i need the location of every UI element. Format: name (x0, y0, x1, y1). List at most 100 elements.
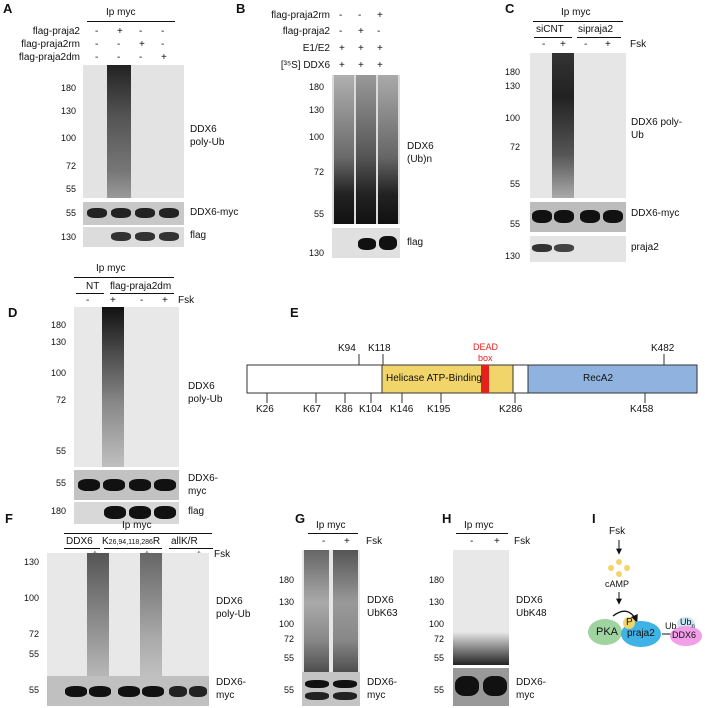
dead-box-label: DEAD (473, 342, 499, 352)
group-label: sipraja2 (578, 24, 614, 35)
band (483, 676, 507, 696)
sign: + (110, 295, 116, 306)
ubn-main: Ub (680, 617, 692, 627)
mw-marker: 100 (504, 113, 520, 123)
ub-label: Ub (665, 621, 677, 631)
sign: - (339, 10, 343, 21)
mw-marker: 180 (504, 67, 520, 77)
camp-dot (624, 565, 630, 571)
blot-flag (83, 227, 184, 247)
fsk-label: Fsk (366, 536, 383, 547)
blot-label: DDX6- (216, 677, 247, 688)
row-label: flag-praja2 (32, 26, 80, 37)
pka-label: PKA (596, 626, 619, 638)
mw-marker: 55 (55, 446, 66, 456)
mw-marker: 55 (55, 478, 66, 488)
pathway-diagram (588, 540, 702, 647)
band (333, 680, 357, 688)
blot-label: DDX6-myc (190, 207, 239, 218)
blot-ub (530, 53, 626, 198)
sign: - (117, 39, 121, 50)
blot-label: DDX6- (188, 473, 219, 484)
ip-bracket (308, 533, 358, 534)
dead-box-label: box (478, 353, 493, 363)
blot-myc (47, 676, 209, 706)
sign: - (140, 295, 144, 306)
group-label-main: K (102, 536, 109, 547)
band (87, 208, 107, 218)
mw-marker: 72 (283, 634, 294, 644)
mw-marker: 180 (308, 82, 324, 92)
band (455, 676, 479, 696)
ip-label: Ip myc (464, 520, 494, 531)
band (111, 232, 131, 241)
ip-label: Ip myc (122, 520, 152, 531)
sign: - (139, 52, 143, 63)
blot-label: DDX6 (407, 141, 434, 152)
sign: - (470, 536, 474, 547)
site-label: K86 (335, 404, 353, 415)
mw-marker: 55 (509, 179, 520, 189)
sign: + (358, 60, 364, 71)
row-label: E1/E2 (302, 43, 330, 54)
fsk-label: Fsk (214, 549, 231, 560)
mw-marker: 130 (60, 106, 76, 116)
panel-letter: C (505, 1, 515, 16)
site-label: K195 (427, 404, 451, 415)
ip-bracket (87, 21, 175, 22)
mw-marker: 55 (433, 685, 444, 695)
band (305, 680, 329, 688)
sign: + (161, 52, 167, 63)
sign: - (377, 26, 381, 37)
camp-dot (616, 559, 622, 565)
mw-marker: 130 (504, 81, 520, 91)
sign: - (161, 39, 165, 50)
band (580, 210, 600, 223)
blot-label: myc (367, 690, 386, 701)
band (111, 208, 131, 218)
blot-ub (83, 65, 184, 198)
sign: - (95, 52, 99, 63)
row-label: [³⁵S] DDX6 (280, 60, 330, 71)
smear-lane (552, 53, 574, 198)
blot-label: (Ub)n (407, 154, 433, 165)
site-label: K146 (390, 404, 414, 415)
smear-lane (140, 553, 162, 696)
panel-letter: B (236, 1, 246, 16)
mw-marker: 180 (50, 506, 66, 516)
smear-lane (334, 75, 354, 224)
sign: + (560, 39, 566, 50)
blot-label: myc (516, 690, 535, 701)
mw-marker: 72 (313, 167, 324, 177)
sign: + (339, 43, 345, 54)
mw-marker: 130 (504, 251, 520, 261)
blot-myc (302, 672, 360, 706)
ip-bracket (74, 277, 174, 278)
blot-label: UbK63 (367, 608, 398, 619)
blot-praja2 (530, 236, 626, 262)
mw-marker: 55 (283, 685, 294, 695)
band (358, 238, 376, 250)
band (142, 686, 164, 697)
fsk-label: Fsk (178, 295, 195, 306)
mw-marker: 55 (65, 208, 76, 218)
blot-label: Ub (631, 130, 644, 141)
ddx6-node (670, 626, 702, 646)
site-label: K26 (256, 404, 274, 415)
mw-marker: 55 (28, 649, 39, 659)
sign: + (377, 60, 383, 71)
band (154, 506, 176, 519)
camp-dot (616, 571, 622, 577)
panel-letter: G (295, 511, 306, 526)
sign: + (344, 536, 350, 547)
band (129, 479, 151, 491)
group-label-tail: R (152, 536, 161, 547)
mw-marker: 100 (428, 619, 444, 629)
band (104, 506, 126, 519)
band (78, 479, 100, 491)
sign: + (605, 39, 611, 50)
mw-marker: 100 (308, 132, 324, 142)
ip-label: Ip myc (316, 520, 346, 531)
smear-lane (107, 65, 131, 198)
ip-label: Ip myc (106, 7, 136, 18)
